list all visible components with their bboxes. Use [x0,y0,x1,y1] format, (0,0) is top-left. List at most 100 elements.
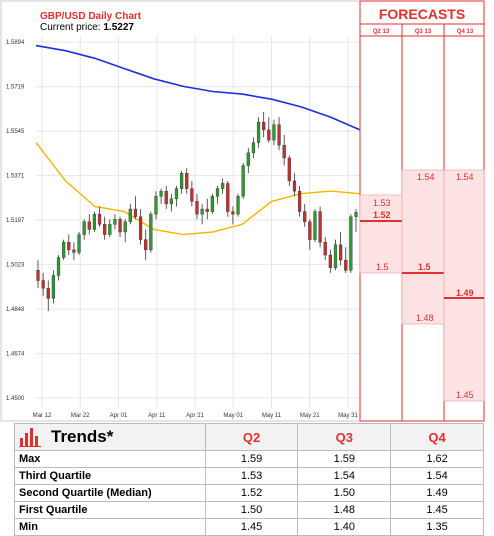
candle-body [174,188,179,200]
x-tick-label: May 01 [223,413,243,419]
candle-body [272,124,276,141]
q3-range-box [401,169,445,325]
candle-body [144,239,148,251]
row-label: First Quartile [14,501,206,519]
q4-range-box [443,169,485,402]
trends-header-q3: Q3 [297,423,392,451]
candle-body [333,244,338,268]
candle-body [36,270,40,281]
candle-body [344,259,348,271]
candle-body [113,219,117,225]
trends-header-q2: Q2 [204,423,299,451]
bar-chart-icon [19,428,41,447]
q4-cur-value: 1.49 [456,288,474,298]
candle-body [128,208,132,222]
candle-body [195,201,199,215]
candle-body [159,190,163,197]
x-tick-label: Apr 11 [148,413,166,419]
candle-body [349,216,353,271]
q2-hi-value: 1.53 [373,198,391,208]
candle-body [210,196,214,212]
candle-body [46,287,50,299]
candle-body [251,142,256,154]
candle-body [164,190,168,205]
candle-body [292,180,297,192]
candle-body [297,190,302,212]
candle-body [133,208,138,217]
candle-body [118,219,122,233]
trends-header-q4: Q4 [390,423,484,451]
row-label: Max [14,450,206,468]
y-tick-label: 1.5545 [6,129,25,135]
candle-body [154,196,158,215]
x-tick-label: Mar 12 [33,413,52,419]
table-row: First Quartile 1.50 1.48 1.45 [14,501,484,519]
candle-body [56,257,61,276]
cell-q3: 1.59 [297,450,392,468]
cell-q4: 1.45 [390,501,484,519]
y-tick-label: 1.5894 [6,40,25,46]
candle-body [318,211,322,243]
row-label: Third Quartile [14,467,206,485]
y-tick-label: 1.5371 [6,174,25,180]
series-line [35,44,361,131]
table-row: Second Quartile (Median) 1.52 1.50 1.49 [14,484,484,502]
candle-body [231,211,235,215]
candle-body [123,221,127,233]
chart-title: GBP/USD Daily Chart [40,11,142,22]
y-tick-label: 1.5719 [6,85,25,91]
candle-body [87,221,91,230]
forecast-col-q2: Q2 13 [373,29,390,35]
candle-body [328,254,332,268]
x-tick-label: Apr 21 [186,413,204,419]
cell-q4: 1.49 [390,484,484,502]
series-line [35,142,361,236]
x-tick-label: Apr 01 [110,413,128,419]
candle-body [190,188,194,202]
forecast-title: FORECASTS [379,6,465,22]
candle-body [185,173,189,189]
candle-body [103,224,107,235]
candle-body [205,208,209,212]
table-row: Max 1.59 1.59 1.62 [14,450,484,468]
cell-q4: 1.35 [390,518,484,536]
candle-body [308,221,312,240]
x-tick-label: May 21 [300,413,320,419]
row-label: Second Quartile (Median) [14,484,206,502]
candle-body [41,280,45,289]
candle-body [215,188,220,197]
q4-hi-value: 1.54 [456,172,474,182]
candle-body [72,249,76,253]
candle-body [282,144,286,159]
table-row: Min 1.45 1.40 1.35 [14,518,484,536]
candle-body [149,213,153,251]
candle-body [246,152,250,166]
candle-body [180,173,184,189]
x-tick-label: May 11 [262,413,282,419]
current-price-label: Current price: 1.5227 [40,22,134,33]
q3-lo-value: 1.48 [416,313,434,323]
cell-q3: 1.48 [297,501,392,519]
q3-hi-value: 1.54 [417,172,435,182]
candle-body [77,234,81,253]
cell-q2: 1.45 [204,518,299,536]
candle-body [226,183,230,212]
trends-title-cell: Trends* [14,423,206,451]
candle-body [67,242,71,251]
q4-lo-value: 1.45 [456,390,474,400]
candle-body [200,208,204,215]
candle-body [313,211,317,240]
candle-body [354,212,358,217]
candle-body [339,244,343,261]
cell-q2: 1.59 [204,450,299,468]
x-tick-label: May 31 [338,413,358,419]
cell-q2: 1.53 [204,467,299,485]
candle-body [267,129,271,141]
cell-q2: 1.52 [204,484,299,502]
trends-header-row: Trends* Q2 Q3 Q4 [14,423,484,451]
q3-cur-value: 1.5 [418,262,431,272]
candle-body [236,196,240,215]
x-tick-label: Mar 22 [71,413,90,419]
candle-body [97,213,102,225]
